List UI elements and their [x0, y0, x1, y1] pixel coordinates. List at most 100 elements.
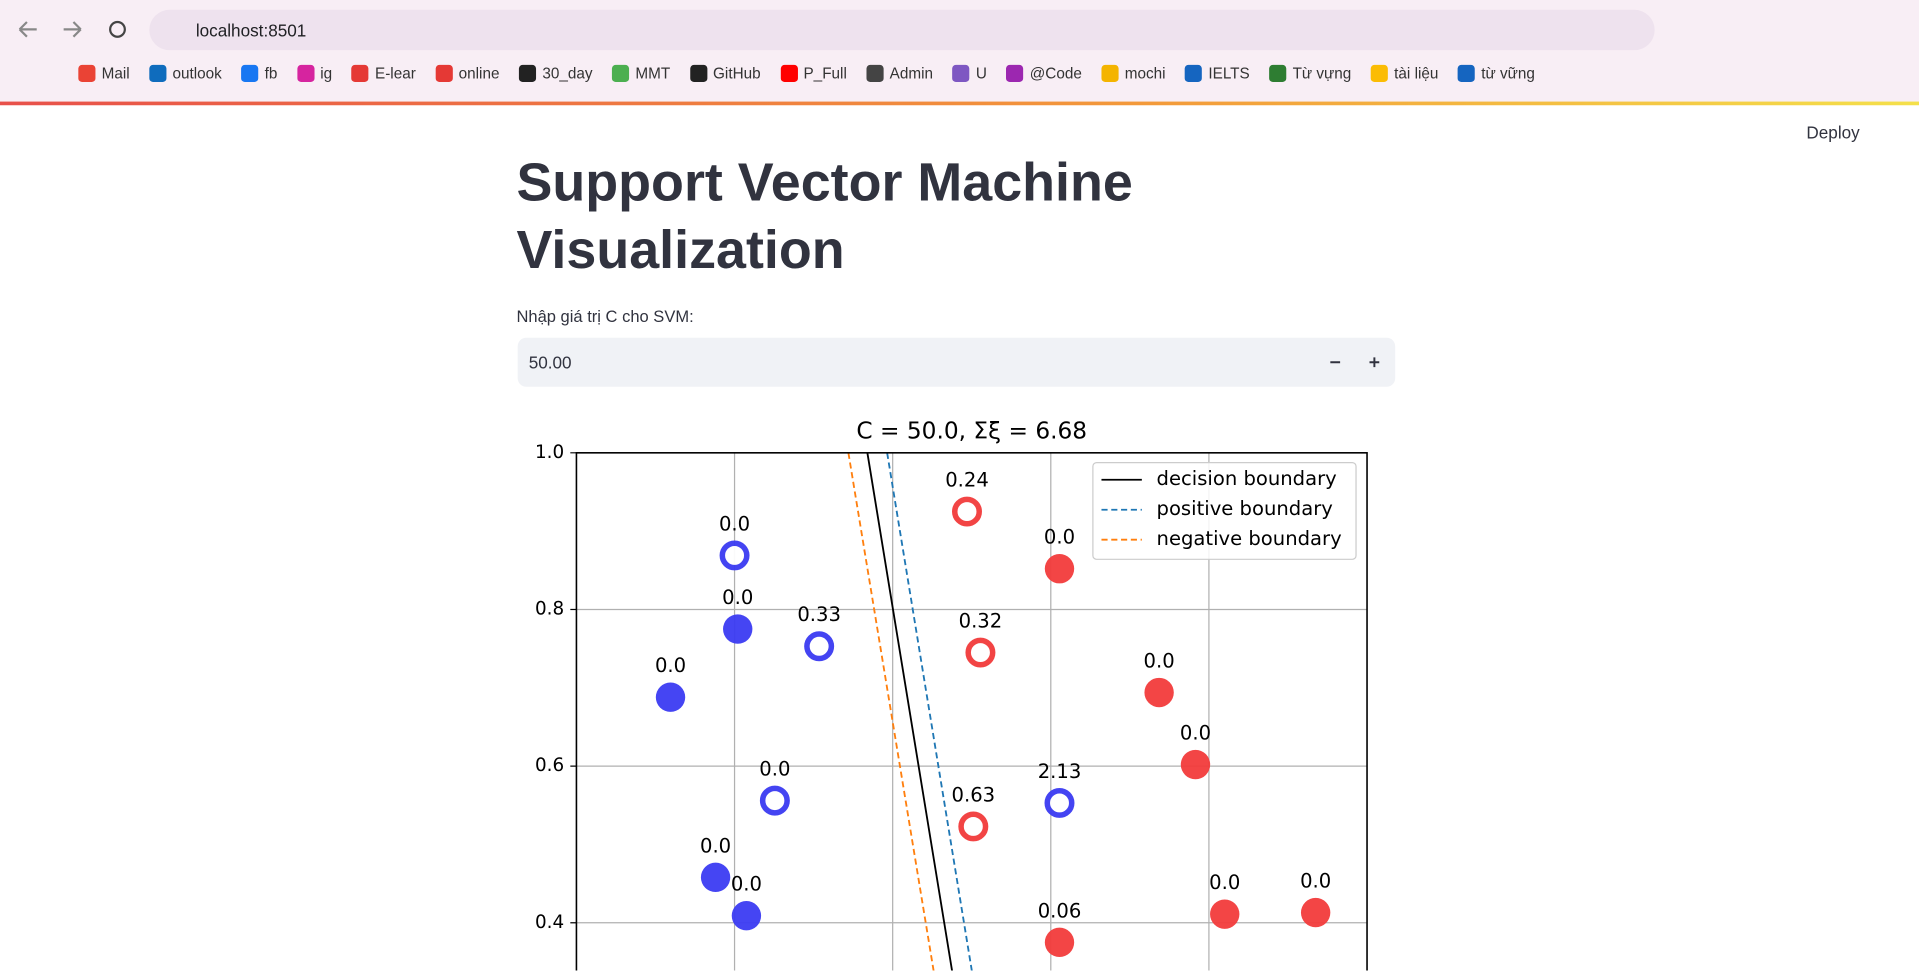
y-tick-label: 0.6: [535, 755, 564, 776]
bookmark-label[interactable]: U: [975, 64, 987, 82]
bookmark[interactable]: MMT: [612, 64, 671, 82]
bookmark[interactable]: fb: [241, 64, 278, 82]
bookmark-label[interactable]: Mail: [101, 64, 130, 82]
y-tick-label: 0.4: [535, 912, 564, 933]
data-point: [759, 785, 790, 816]
bookmark[interactable]: Admin: [866, 64, 934, 82]
data-label: 0.32: [959, 609, 1003, 632]
bookmark-label[interactable]: IELTS: [1208, 64, 1250, 82]
legend-label: negative boundary: [1157, 527, 1342, 550]
data-label: 0.63: [952, 783, 996, 806]
data-point: [1044, 787, 1075, 818]
data-label: 0.0: [722, 586, 753, 609]
data-label: 0.0: [1044, 526, 1075, 549]
browser-chrome: localhost:8501 Mail outlook fb ig E-lear onli…: [0, 0, 1919, 103]
bookmark[interactable]: U: [952, 64, 987, 82]
bookmark[interactable]: online: [435, 64, 500, 82]
data-label: 0.06: [1038, 899, 1082, 922]
plot-lines: [847, 452, 973, 971]
bookmark[interactable]: Mail: [78, 64, 130, 82]
data-point: [700, 862, 731, 893]
data-label: 0.0: [1209, 871, 1240, 894]
bookmark-label[interactable]: P_Full: [803, 64, 847, 82]
data-point: [731, 901, 762, 931]
bookmark[interactable]: outlook: [149, 64, 222, 82]
bookmark-icon: [1006, 64, 1024, 82]
legend-box: [1092, 462, 1357, 560]
data-point: [1300, 897, 1331, 928]
bookmark-label[interactable]: từ vững: [1481, 64, 1535, 82]
bookmark-icon: [1457, 64, 1476, 82]
bookmark-icon: [149, 64, 167, 82]
data-point: [1044, 554, 1075, 584]
data-label: 0.0: [1300, 870, 1331, 893]
bookmark-icon: [519, 64, 537, 82]
bookmark[interactable]: P_Full: [780, 64, 847, 82]
data-label: 0.0: [759, 757, 790, 780]
bookmark[interactable]: mochi: [1101, 64, 1166, 82]
data-point: [804, 631, 835, 662]
plot-frame: [575, 452, 1368, 971]
deploy-button[interactable]: Deploy: [1806, 122, 1860, 142]
bookmark-label[interactable]: @Code: [1029, 64, 1082, 82]
data-label: 0.0: [1180, 721, 1211, 744]
data-point: [719, 540, 750, 571]
bookmark[interactable]: ig: [296, 64, 333, 82]
bookmark-label[interactable]: Từ vựng: [1292, 64, 1352, 82]
address-bar[interactable]: localhost:8501: [149, 9, 1655, 51]
bookmark-icon: [351, 64, 369, 82]
bookmark-icon: [296, 64, 315, 82]
bookmark-icon: [435, 64, 453, 82]
input-label: Nhập giá trị C cho SVM:: [516, 307, 694, 326]
boundary-line: [847, 452, 935, 971]
data-point: [965, 637, 996, 668]
bookmark-label[interactable]: fb: [264, 64, 278, 82]
bookmark-icon: [866, 64, 884, 82]
bookmark-icon: [689, 64, 707, 82]
data-label: 0.0: [1144, 649, 1175, 672]
data-point: [1210, 899, 1240, 929]
bookmark-icon: [952, 64, 970, 82]
data-point: [1044, 927, 1075, 958]
bookmark-label[interactable]: tài liệu: [1394, 64, 1439, 82]
bookmark-label[interactable]: Admin: [889, 64, 934, 82]
bookmark-icon: [1269, 64, 1287, 82]
bookmarks-bar: Mail outlook fb ig E-lear online 30_day MMT GitH…: [78, 64, 1535, 82]
bookmark[interactable]: E-lear: [351, 64, 416, 82]
legend-label: decision boundary: [1157, 467, 1337, 490]
chart-title: C = 50.0, Σξ = 6.68: [856, 418, 1087, 445]
bookmark-label[interactable]: mochi: [1124, 64, 1166, 82]
bookmark-icon: [1101, 64, 1119, 82]
bookmark[interactable]: @Code: [1006, 64, 1082, 82]
bookmark[interactable]: GitHub: [689, 64, 761, 82]
bookmark-label[interactable]: GitHub: [713, 64, 761, 82]
bookmark-icon: [612, 64, 630, 82]
url[interactable]: localhost:8501: [195, 20, 307, 41]
number-input[interactable]: 50.00: [517, 337, 1396, 387]
bookmark[interactable]: từ vững: [1457, 64, 1535, 82]
bookmark-icon: [1370, 64, 1389, 82]
bookmark[interactable]: IELTS: [1185, 64, 1250, 82]
bookmark-label[interactable]: MMT: [635, 64, 671, 82]
y-tick-label: 1.0: [535, 442, 564, 463]
bookmark[interactable]: tài liệu: [1370, 64, 1439, 82]
bookmark-label[interactable]: E-lear: [374, 64, 416, 82]
input-value[interactable]: 50.00: [528, 352, 572, 373]
boundary-line: [866, 452, 953, 971]
bookmark-label[interactable]: ig: [320, 64, 333, 82]
bookmark-label[interactable]: 30_day: [542, 64, 593, 82]
data-label: 0.0: [700, 834, 731, 857]
bookmark-label[interactable]: online: [458, 64, 500, 82]
data-point: [723, 614, 753, 644]
data-point: [1144, 677, 1174, 708]
bookmark[interactable]: Từ vựng: [1269, 64, 1352, 82]
data-label: 0.33: [797, 603, 841, 626]
stepper[interactable]: [1325, 352, 1386, 372]
data-label: 0.24: [945, 468, 989, 491]
bookmark-label[interactable]: outlook: [172, 64, 222, 82]
bookmark[interactable]: 30_day: [519, 64, 593, 82]
nav-buttons[interactable]: [15, 17, 137, 44]
loading-bar: [0, 101, 1919, 106]
chart: C = 50.0, Σξ = 6.68 0.20.40.60.80.40.60.…: [535, 418, 1368, 971]
